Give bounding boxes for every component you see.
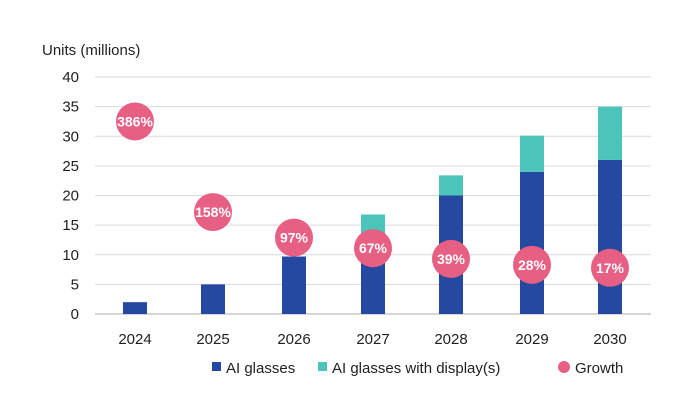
- ai-glasses-bar: [282, 256, 306, 314]
- growth-marker: [432, 239, 470, 278]
- bubble-layer: 386% 158% 97% 67% 39% 28% 17%: [116, 102, 629, 287]
- growth-label: 28%: [518, 257, 547, 273]
- growth-label: 67%: [359, 240, 388, 256]
- y-tick-label: 40: [62, 69, 79, 86]
- legend-growth-swatch: [558, 361, 570, 373]
- y-tick-label: 0: [71, 306, 79, 323]
- x-tick-label: 2028: [434, 331, 467, 348]
- y-tick-label: 20: [62, 188, 79, 205]
- y-tick-label: 35: [62, 99, 79, 116]
- growth-marker: [194, 193, 232, 232]
- y-tick-label: 25: [62, 158, 79, 175]
- y-tick-label: 15: [62, 217, 79, 234]
- growth-marker: [513, 245, 551, 284]
- growth-label: 386%: [117, 113, 153, 129]
- ai-glasses-bar: [598, 159, 622, 314]
- legend-ai-glasses-swatch: [212, 362, 221, 371]
- growth-label: 39%: [437, 251, 466, 267]
- x-tick-label: 2025: [196, 331, 229, 348]
- x-tick-label: 2030: [593, 331, 626, 348]
- x-tick-label: 2026: [277, 331, 310, 348]
- growth-marker: [275, 218, 313, 257]
- growth-label: 17%: [596, 260, 625, 276]
- growth-marker: [591, 248, 629, 287]
- y-tick-label: 10: [62, 247, 79, 264]
- y-tick-label: 30: [62, 128, 79, 145]
- legend-ai-glasses-with-display-swatch: [318, 362, 327, 371]
- growth-marker: [354, 229, 392, 268]
- ai-glasses-with-display-bar: [598, 106, 622, 160]
- legend-ai-glasses-with-display-label: AI glasses with display(s): [332, 360, 500, 377]
- x-tick-label: 2024: [118, 331, 151, 348]
- y-tick-label: 5: [71, 276, 79, 293]
- x-tick-label: 2027: [356, 331, 389, 348]
- growth-marker: [116, 102, 154, 141]
- grid-layer: [95, 76, 651, 315]
- legend-growth-label: Growth: [575, 360, 623, 377]
- y-axis-title: Units (millions): [42, 42, 140, 59]
- growth-label: 97%: [280, 230, 309, 246]
- ai-glasses-bar: [520, 171, 544, 314]
- ai-glasses-bar: [123, 302, 147, 314]
- growth-label: 158%: [195, 204, 231, 220]
- ai-glasses-with-display-bar: [520, 135, 544, 172]
- ai-glasses-with-display-bar: [439, 175, 463, 196]
- legend-ai-glasses-label: AI glasses: [226, 360, 295, 377]
- legend-layer: AI glasses AI glasses with display(s) Grow…: [212, 360, 623, 377]
- x-tick-label: 2029: [515, 331, 548, 348]
- ai-glasses-bar: [201, 284, 225, 314]
